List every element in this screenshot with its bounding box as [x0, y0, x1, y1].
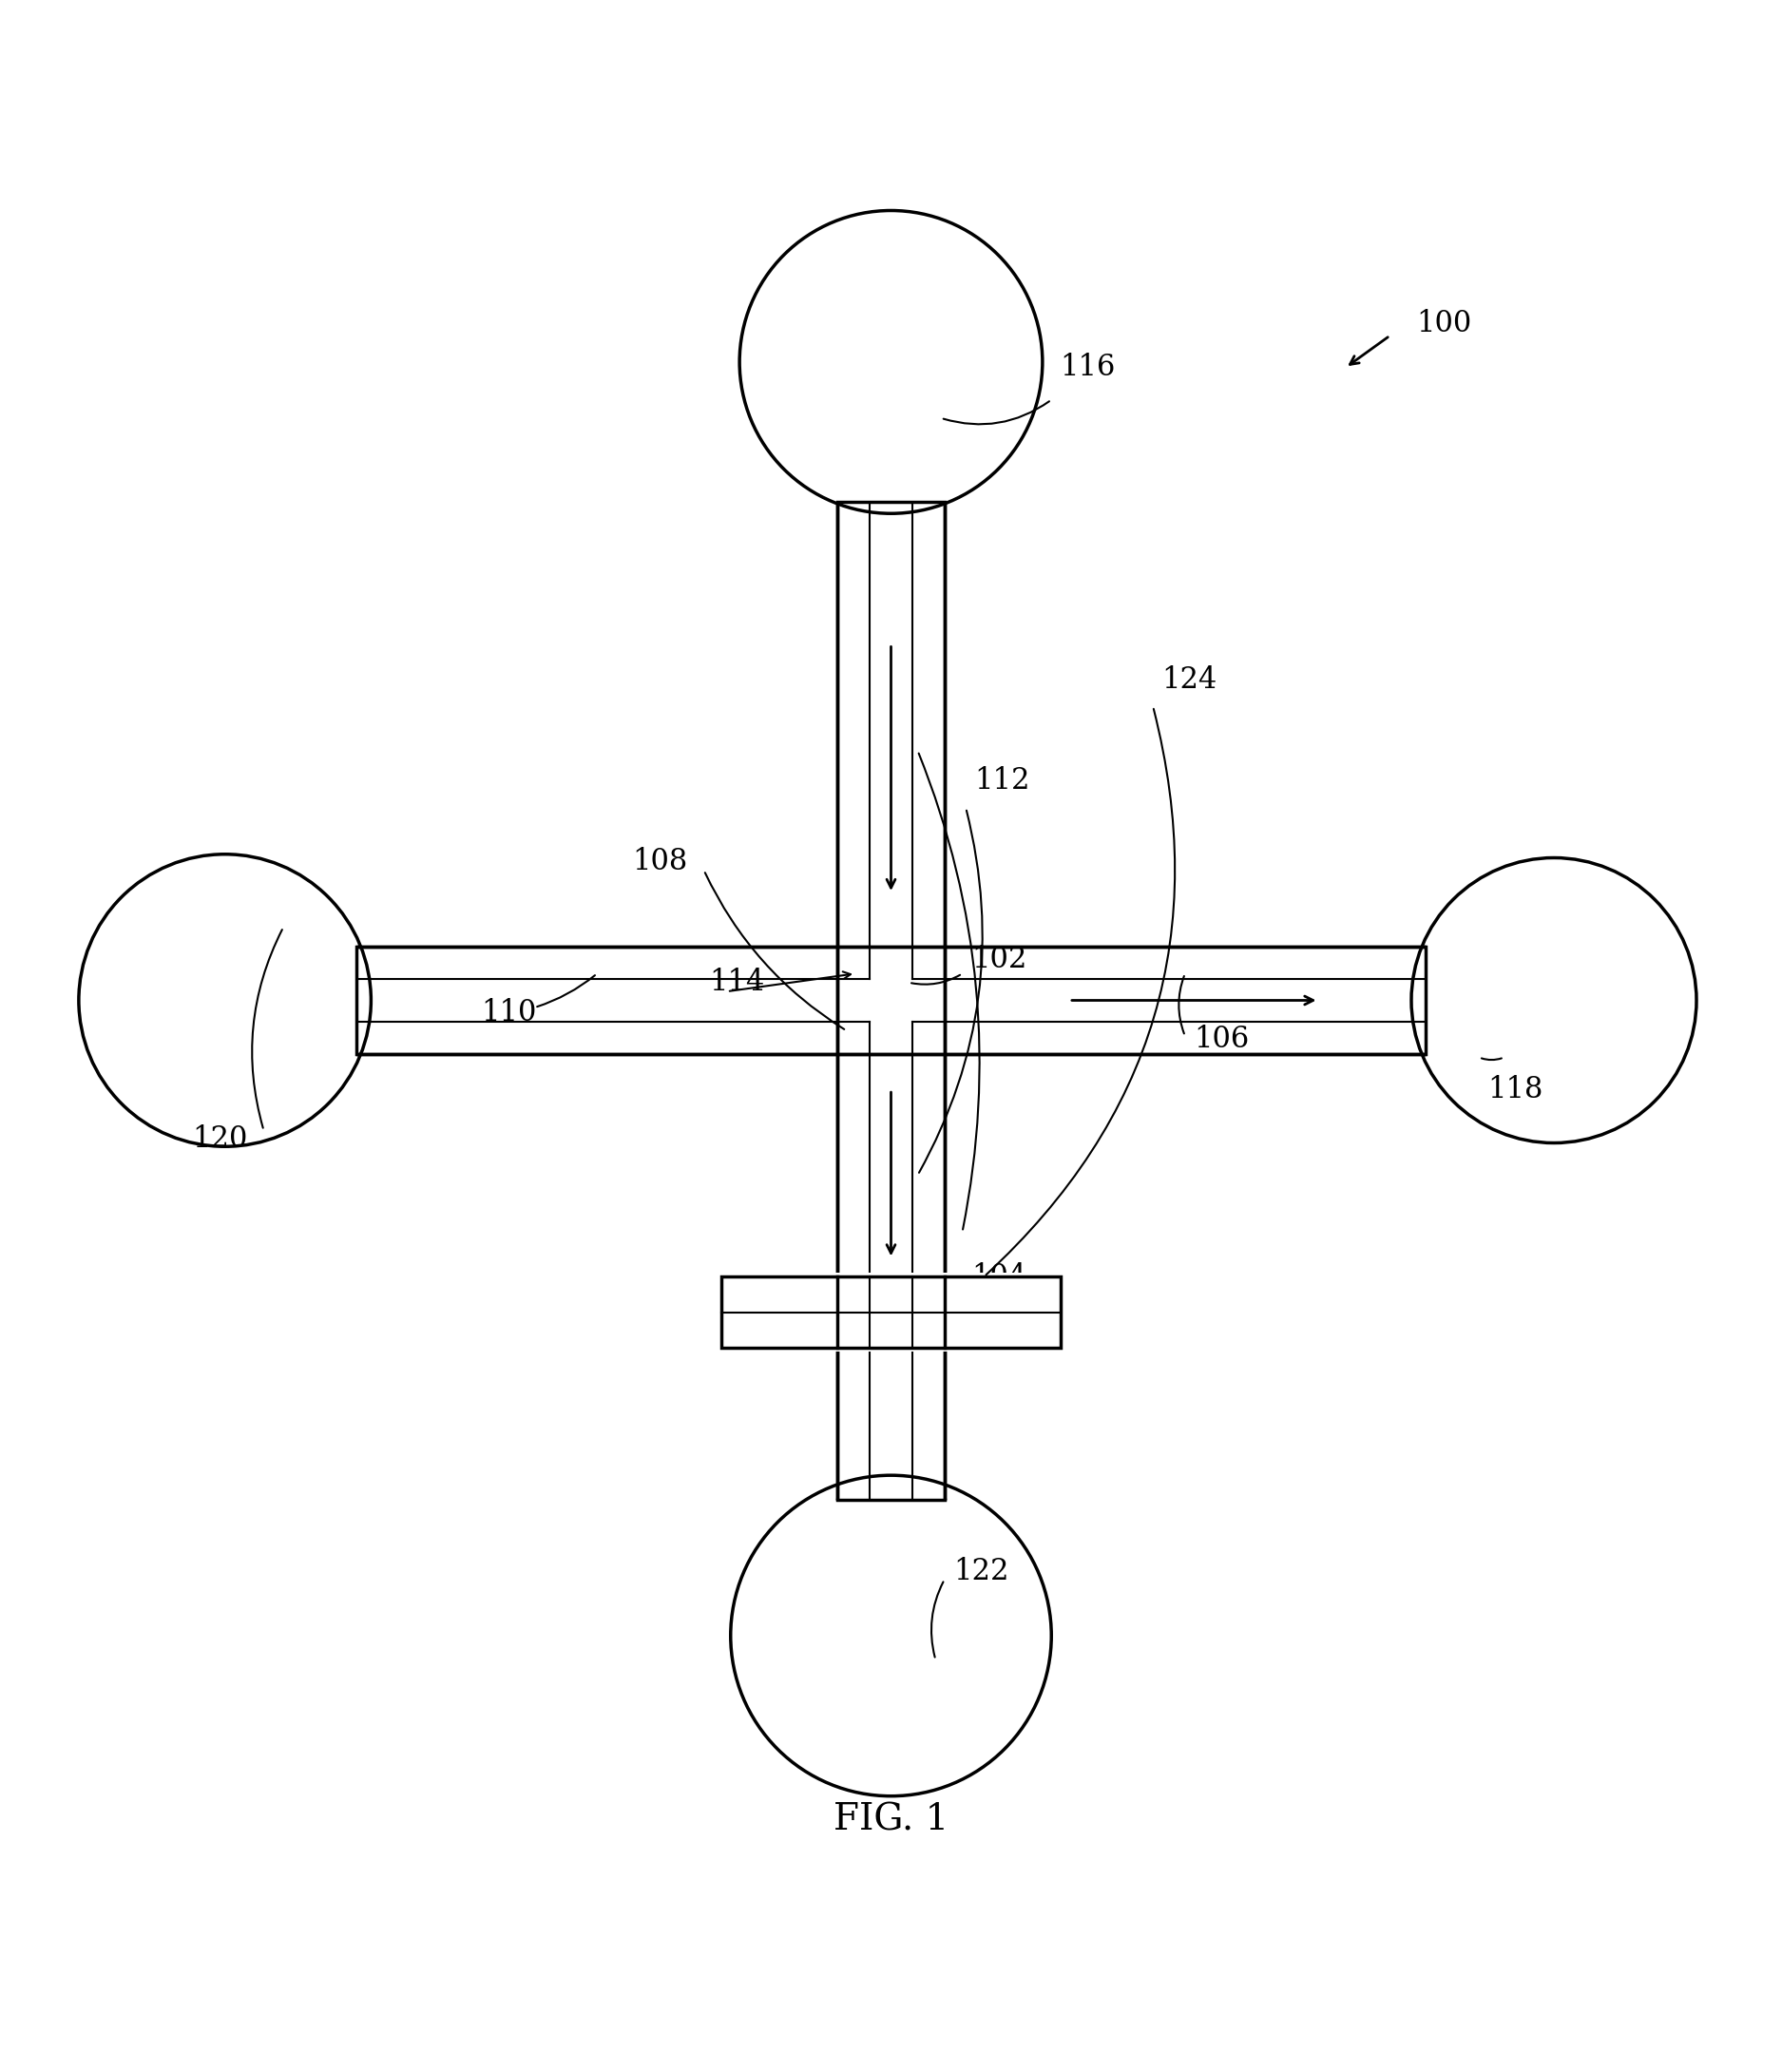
Text: 116: 116 — [1060, 352, 1116, 383]
Text: 108: 108 — [633, 847, 688, 876]
Text: 122: 122 — [953, 1556, 1009, 1587]
Text: 100: 100 — [1417, 309, 1472, 338]
Text: FIG. 1: FIG. 1 — [834, 1803, 948, 1838]
Bar — [839, 501, 943, 1500]
Text: 112: 112 — [975, 767, 1030, 796]
Text: 102: 102 — [971, 945, 1026, 974]
Text: 106: 106 — [1194, 1026, 1249, 1055]
Text: 118: 118 — [1488, 1075, 1543, 1104]
Text: 120: 120 — [192, 1125, 248, 1154]
Bar — [722, 1276, 1060, 1349]
Text: 110: 110 — [481, 999, 536, 1028]
Bar — [356, 949, 1426, 1053]
Text: 114: 114 — [709, 968, 764, 997]
Bar — [713, 1272, 1069, 1351]
Text: 104: 104 — [971, 1262, 1026, 1291]
Text: 124: 124 — [1162, 665, 1217, 694]
